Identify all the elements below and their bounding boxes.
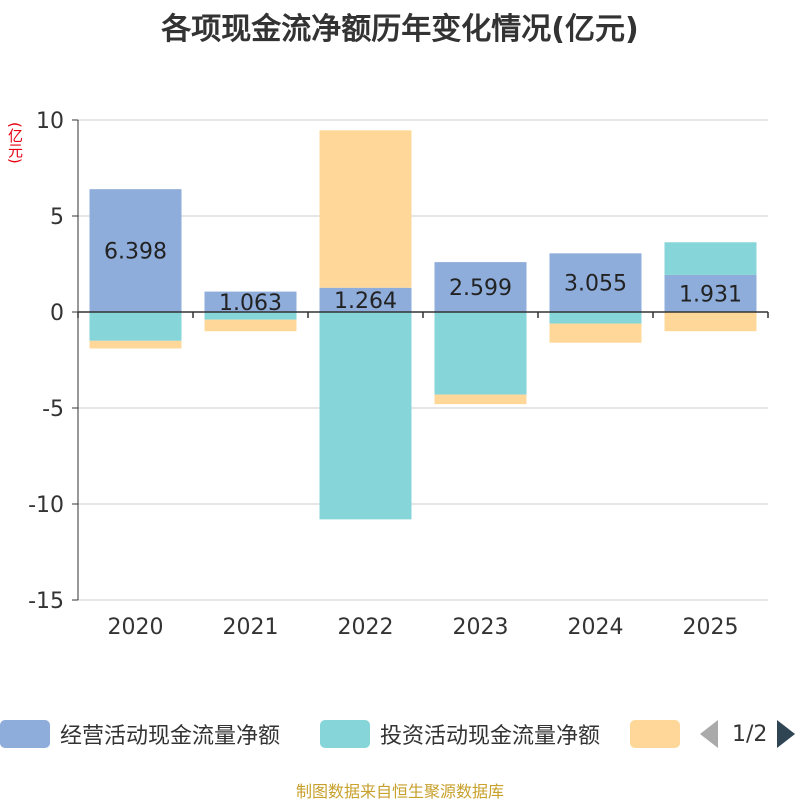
bar-2021-series-1	[204, 312, 297, 320]
chart-title: 各项现金流净额历年变化情况(亿元)	[161, 12, 639, 47]
bar-2021-series-2	[204, 319, 297, 332]
legend-page-indicator: 1/2	[732, 721, 768, 747]
bar-2025-series-0	[664, 274, 757, 312]
bar-2020-series-0	[89, 189, 182, 312]
bar-2024-series-0	[549, 253, 642, 312]
y-axis-unit-label: (亿元)	[6, 122, 24, 164]
data-label-2024: 3.055	[564, 272, 627, 297]
x-tick-label: 2024	[568, 615, 624, 640]
data-source-footer: 制图数据来自恒生聚源数据库	[295, 782, 504, 801]
legend-swatch-operating	[0, 720, 50, 748]
bar-2025-series-2	[664, 312, 757, 332]
data-label-2025: 1.931	[679, 282, 742, 307]
y-tick-label: 10	[36, 109, 64, 134]
legend-swatch-financing	[630, 720, 680, 748]
bar-2022-series-1	[319, 312, 412, 520]
y-tick-label: 0	[50, 301, 64, 326]
legend-next-arrow-icon[interactable]	[777, 720, 796, 748]
legend-item-financing[interactable]	[630, 716, 690, 752]
bar-2024-series-1	[549, 312, 642, 324]
bar-2020-series-2	[89, 340, 182, 349]
legend: 经营活动现金流量净额 投资活动现金流量净额	[0, 716, 800, 752]
x-tick-label: 2021	[223, 615, 279, 640]
bar-2023-series-2	[434, 394, 527, 405]
legend-prev-arrow-icon[interactable]	[700, 720, 718, 748]
bar-2025-series-1	[664, 242, 757, 275]
y-tick-label: -10	[28, 493, 64, 518]
y-tick-label: 5	[50, 205, 64, 230]
bar-2023-series-0	[434, 262, 527, 312]
bar-2021-series-0	[204, 291, 297, 312]
x-tick-label: 2020	[108, 615, 164, 640]
legend-pager: 1/2	[700, 716, 796, 752]
legend-label-investing: 投资活动现金流量净额	[380, 724, 601, 749]
data-label-2023: 2.599	[449, 276, 512, 301]
legend-swatch-investing	[320, 720, 370, 748]
x-tick-label: 2023	[453, 615, 509, 640]
bar-2023-series-1	[434, 312, 527, 395]
legend-item-operating[interactable]: 经营活动现金流量净额	[0, 716, 280, 752]
y-tick-label: -5	[42, 397, 64, 422]
data-label-2020: 6.398	[104, 240, 167, 265]
bar-2022-series-0	[319, 287, 412, 312]
x-tick-label: 2025	[683, 615, 739, 640]
x-tick-label: 2022	[338, 615, 394, 640]
data-label-2022: 1.264	[334, 289, 397, 314]
bar-2022-series-2	[319, 130, 412, 288]
bar-2024-series-2	[549, 323, 642, 343]
legend-item-investing[interactable]: 投资活动现金流量净额	[320, 716, 600, 752]
y-tick-label: -15	[28, 589, 64, 614]
legend-label-operating: 经营活动现金流量净额	[60, 724, 281, 749]
bar-2020-series-1	[89, 312, 182, 341]
